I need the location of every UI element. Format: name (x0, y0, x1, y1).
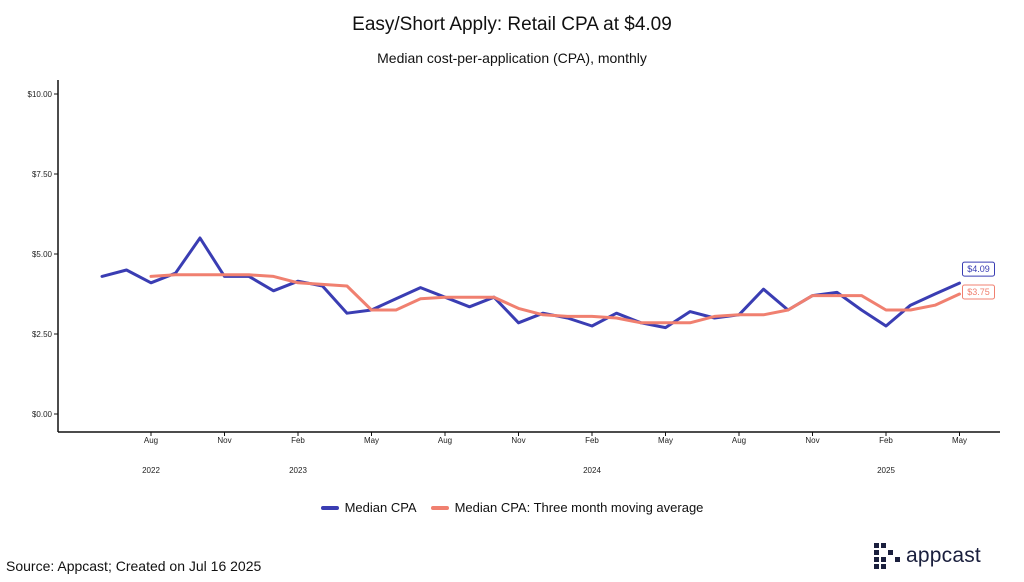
series-line-moving-average (149, 273, 961, 325)
year-label: 2023 (289, 466, 307, 475)
source-note: Source: Appcast; Created on Jul 16 2025 (6, 558, 262, 574)
legend-item-median[interactable]: Median CPA (320, 500, 417, 515)
x-tick-label: Feb (879, 436, 893, 445)
y-tick-label: $5.00 (32, 250, 53, 259)
chart-title: Easy/Short Apply: Retail CPA at $4.09 (352, 14, 672, 35)
legend-label-median: Median CPA (344, 500, 417, 515)
year-labels: 2022 2023 2024 2025 (142, 466, 895, 475)
end-label-median: $4.09 (962, 261, 995, 277)
x-tick-label: May (952, 436, 967, 445)
x-tick-label: Feb (291, 436, 305, 445)
year-label: 2025 (877, 466, 895, 475)
legend-item-moving-average[interactable]: Median CPA: Three month moving average (430, 500, 704, 515)
appcast-logo[interactable]: appcast (874, 543, 981, 569)
x-tick-label: Aug (732, 436, 746, 445)
appcast-logo-icon (874, 543, 900, 569)
legend: Median CPA Median CPA: Three month movin… (0, 500, 1024, 515)
brand-name: appcast (906, 544, 981, 567)
x-tick-label: May (658, 436, 673, 445)
y-tick-label: $7.50 (32, 170, 53, 179)
year-label: 2024 (583, 466, 601, 475)
year-label: 2022 (142, 466, 160, 475)
end-label-text: $3.75 (967, 287, 990, 297)
x-tick-label: Nov (217, 436, 231, 445)
line-chart: $0.00$2.50$5.00$7.50$10.00 Aug Nov Feb May A… (28, 80, 1000, 475)
end-label-box (962, 284, 995, 300)
y-axis-ticks: $0.00 $2.50 $5.00 $7.50 $10.00 (28, 90, 58, 419)
x-tick-label: Aug (438, 436, 452, 445)
series-line-median-cpa (100, 236, 961, 330)
legend-label-moving-average: Median CPA: Three month moving average (454, 500, 704, 515)
end-label-box (962, 261, 995, 277)
series-layer (100, 236, 961, 330)
chart-subtitle: Median cost-per-application (CPA), month… (377, 50, 647, 66)
x-tick-label: Nov (805, 436, 819, 445)
x-tick-label: Nov (511, 436, 525, 445)
x-axis-ticks: Aug Nov Feb May Aug Nov Feb May Aug Nov Feb May (144, 432, 967, 445)
x-tick-label: Feb (585, 436, 599, 445)
end-label-text: $4.09 (967, 264, 990, 274)
x-tick-label: May (364, 436, 379, 445)
end-label-moving-average: $3.75 (962, 284, 995, 300)
y-tick-label: $10.00 (28, 90, 53, 99)
y-tick-label: $0.00 (32, 410, 53, 419)
legend-swatch-moving-average (430, 505, 449, 510)
end-labels: $4.09 $3.75 (962, 261, 995, 300)
x-tick-label: Aug (144, 436, 158, 445)
y-tick-label: $2.50 (32, 330, 53, 339)
legend-swatch-median (320, 505, 339, 510)
